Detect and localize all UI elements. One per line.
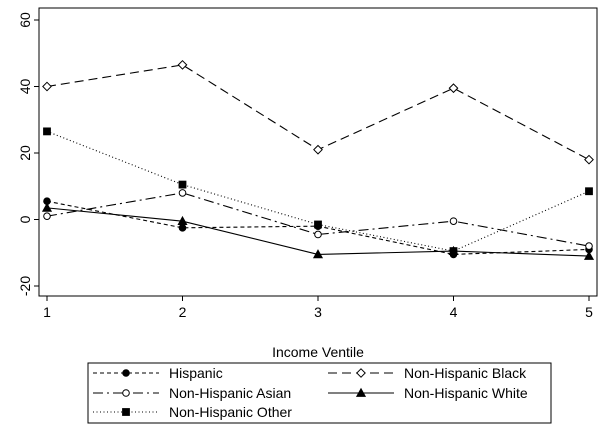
legend-marker xyxy=(356,368,366,378)
legend-marker xyxy=(122,389,130,397)
data-point xyxy=(314,220,322,229)
data-point xyxy=(177,59,188,70)
legend-label: Hispanic xyxy=(169,365,223,381)
x-tick-label: 2 xyxy=(179,304,187,320)
legend: Hispanic Non-Hispanic Black Non-Hispanic A… xyxy=(87,362,552,424)
legend-marker xyxy=(122,369,130,377)
series-line xyxy=(46,192,590,247)
data-point xyxy=(41,202,53,212)
legend-label: Non-Hispanic Other xyxy=(169,404,292,420)
data-point xyxy=(314,230,322,239)
data-point xyxy=(313,144,323,155)
data-point xyxy=(312,249,324,259)
legend-item: Non-Hispanic White xyxy=(328,385,528,401)
y-tick-label: 60 xyxy=(17,12,33,28)
series-lines xyxy=(41,59,595,260)
legend-label: Non-Hispanic Black xyxy=(404,365,527,381)
data-point xyxy=(178,224,187,232)
legend-label: Non-Hispanic White xyxy=(404,385,528,401)
legend-item: Non-Hispanic Asian xyxy=(93,385,291,401)
x-axis: 1 2 3 4 5 xyxy=(43,296,593,320)
data-point xyxy=(177,215,188,226)
y-tick-label: 40 xyxy=(17,79,33,95)
y-axis: -20 0 20 40 60 xyxy=(17,12,39,296)
x-tick-label: 3 xyxy=(314,304,322,320)
x-tick-label: 5 xyxy=(585,304,593,320)
legend-marker xyxy=(122,408,130,416)
x-axis-title: Income Ventile xyxy=(272,344,364,360)
data-point xyxy=(178,180,187,189)
x-tick-label: 4 xyxy=(450,304,458,320)
legend-item: Non-Hispanic Other xyxy=(93,404,292,420)
data-point xyxy=(449,217,458,225)
data-point xyxy=(178,189,187,197)
y-tick-label: 0 xyxy=(17,215,33,223)
data-point xyxy=(42,81,52,92)
data-point xyxy=(448,83,459,94)
series-non-hispanic-black xyxy=(42,59,594,165)
series-non-hispanic-asian xyxy=(43,189,593,250)
y-tick-label: 20 xyxy=(17,145,33,161)
data-point xyxy=(449,247,458,255)
legend-label: Non-Hispanic Asian xyxy=(169,385,291,401)
legend-item: Non-Hispanic Black xyxy=(328,365,527,381)
legend-box xyxy=(87,362,552,424)
data-point xyxy=(584,154,594,165)
data-point xyxy=(583,250,595,260)
data-point xyxy=(585,242,593,250)
x-tick-label: 1 xyxy=(43,304,51,320)
y-tick-label: -20 xyxy=(17,276,33,296)
data-point xyxy=(43,127,51,136)
legend-marker xyxy=(355,387,367,397)
legend-item: Hispanic xyxy=(93,365,223,381)
series-non-hispanic-other xyxy=(43,127,593,255)
data-point xyxy=(43,212,51,220)
data-point xyxy=(585,187,593,196)
